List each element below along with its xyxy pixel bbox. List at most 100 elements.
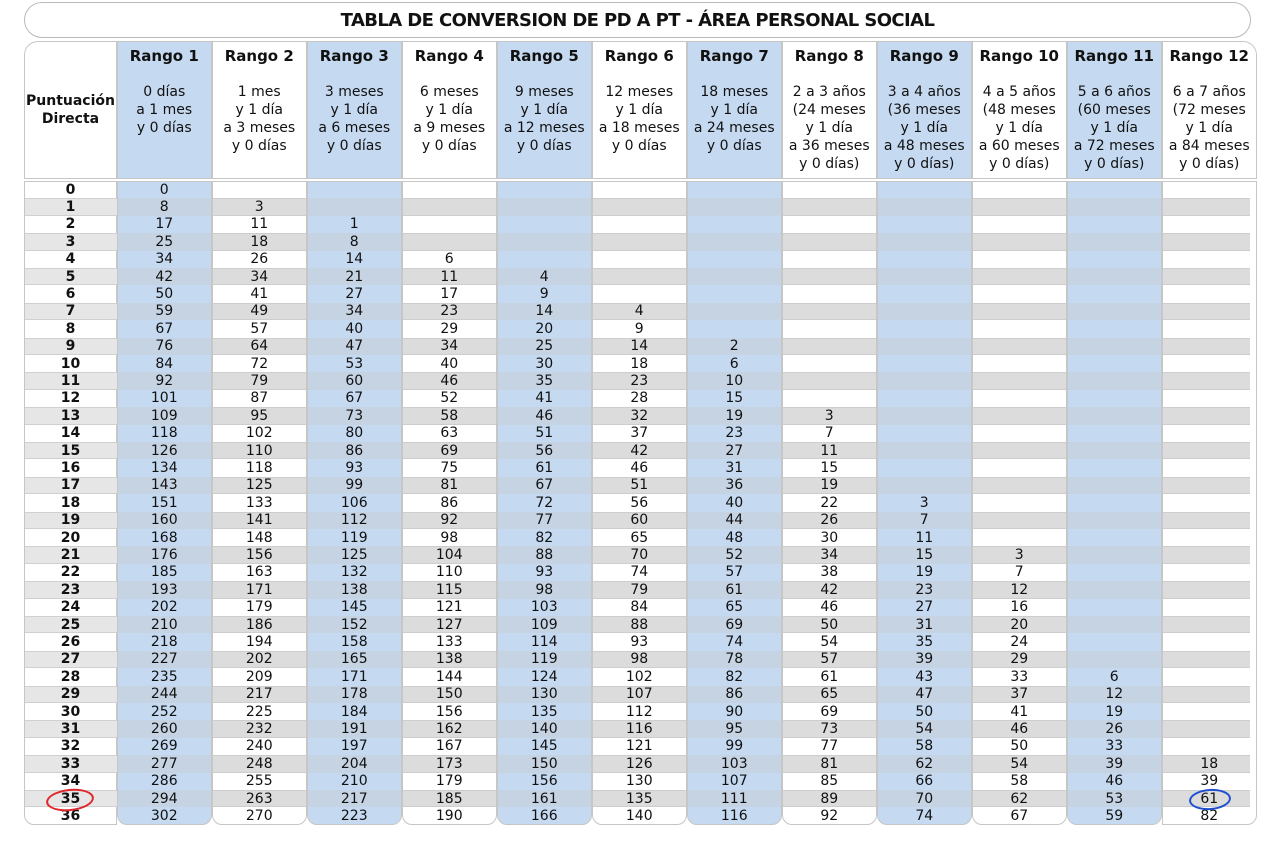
range-name: Rango 7 [699, 47, 769, 65]
range-column-body [877, 181, 972, 825]
table-cell: 6 [1109, 668, 1119, 685]
table-cell: 217 [245, 686, 273, 703]
table-cell: 40 [440, 355, 459, 372]
range-header-box [212, 41, 307, 179]
table-cell: 104 [435, 547, 463, 564]
range-age-line: 6 meses [419, 84, 479, 100]
range-age-line: a 18 meses [598, 120, 680, 136]
table-cell: 133 [435, 634, 463, 651]
pd-value: 9 [65, 338, 76, 355]
table-cell: 106 [340, 494, 368, 511]
table-cell: 95 [250, 407, 269, 424]
table-cell: 25 [155, 233, 174, 250]
range-age-line: (60 meses [1077, 102, 1151, 118]
table-cell: 82 [535, 529, 554, 546]
range-age-line: y 0 días [421, 138, 477, 154]
range-column-body [782, 181, 877, 825]
pd-value: 36 [60, 808, 81, 825]
table-cell: 78 [725, 651, 744, 668]
range-header-box [402, 41, 497, 179]
table-cell: 40 [345, 320, 364, 337]
table-cell: 186 [245, 616, 273, 633]
table-cell: 111 [720, 790, 748, 807]
range-age-line: a 9 meses [413, 120, 486, 136]
table-cell: 57 [725, 564, 744, 581]
table-cell: 150 [530, 755, 558, 772]
table-cell: 57 [250, 320, 269, 337]
table-cell: 39 [915, 651, 934, 668]
table-cell: 43 [915, 668, 934, 685]
table-cell: 118 [150, 425, 178, 442]
pd-value: 33 [60, 755, 81, 772]
table-cell: 204 [340, 755, 368, 772]
table-cell: 107 [720, 773, 748, 790]
table-cell: 121 [435, 599, 463, 616]
table-cell: 16 [1010, 599, 1029, 616]
table-cell: 12 [1010, 581, 1029, 598]
table-cell: 138 [340, 581, 368, 598]
table-cell: 61 [1200, 790, 1219, 807]
table-cell: 156 [435, 703, 463, 720]
pd-column [24, 181, 117, 825]
table-cell: 7 [1014, 564, 1024, 581]
range-age-line: (36 meses [887, 102, 961, 118]
range-header: Rango 10 4 a 5 años (48 meses y 1 día a 60 m… [972, 47, 1067, 173]
table-cell: 145 [340, 599, 368, 616]
table-cell: 59 [1105, 808, 1124, 825]
table-cell: 138 [435, 651, 463, 668]
range-age-line: 18 meses [700, 84, 769, 100]
range-header: Rango 12 6 a 7 años (72 meses y 1 día a 84 m… [1162, 47, 1257, 173]
table-cell: 41 [1010, 703, 1029, 720]
table-cell: 74 [630, 564, 649, 581]
range-column-body [212, 181, 307, 825]
table-cell: 130 [625, 773, 653, 790]
table-cell: 2 [729, 338, 739, 355]
table-cell: 69 [820, 703, 839, 720]
range-age-line: (48 meses [982, 102, 1056, 118]
table-cell: 9 [634, 320, 644, 337]
table-cell: 116 [720, 808, 748, 825]
table-cell: 33 [1105, 738, 1124, 755]
table-cell: 40 [725, 494, 744, 511]
table-cell: 225 [245, 703, 273, 720]
table-cell: 19 [820, 477, 839, 494]
table-cell: 30 [820, 529, 839, 546]
table-cell: 15 [725, 390, 744, 407]
row-stripe-overlay [117, 372, 1250, 390]
range-name: Rango 9 [889, 47, 959, 65]
range-name: Rango 8 [794, 47, 864, 65]
table-cell: 82 [725, 668, 744, 685]
range-header-box [307, 41, 402, 179]
table-cell: 171 [245, 581, 273, 598]
row-stripe-overlay [117, 720, 1250, 738]
pd-value: 19 [60, 512, 81, 529]
table-cell: 26 [1105, 721, 1124, 738]
range-age-line: a 72 meses [1073, 138, 1155, 154]
table-cell: 87 [250, 390, 269, 407]
table-cell: 112 [340, 512, 368, 529]
table-cell: 61 [535, 460, 554, 477]
range-age-line: y 0 días) [989, 156, 1050, 172]
table-cell: 191 [340, 721, 368, 738]
table-cell: 11 [250, 216, 269, 233]
table-cell: 89 [820, 790, 839, 807]
table-cell: 31 [915, 616, 934, 633]
table-cell: 185 [150, 564, 178, 581]
table-cell: 9 [539, 286, 549, 303]
table-cell: 118 [245, 460, 273, 477]
range-age-line: y 1 día [805, 120, 853, 136]
table-cell: 18 [1200, 755, 1219, 772]
range-header: Rango 9 3 a 4 años (36 meses y 1 día a 48 me… [877, 47, 972, 173]
range-header-box [497, 41, 592, 179]
range-age-line: a 60 meses [978, 138, 1060, 154]
table-cell: 134 [150, 460, 178, 477]
table-cell: 67 [1010, 808, 1029, 825]
pd-value: 1 [65, 199, 76, 216]
table-cell: 165 [340, 651, 368, 668]
table-cell: 90 [725, 703, 744, 720]
table-cell: 56 [535, 442, 554, 459]
table-cell: 85 [820, 773, 839, 790]
table-cell: 35 [535, 373, 554, 390]
table-cell: 46 [820, 599, 839, 616]
range-age-line: y 1 día [900, 120, 948, 136]
